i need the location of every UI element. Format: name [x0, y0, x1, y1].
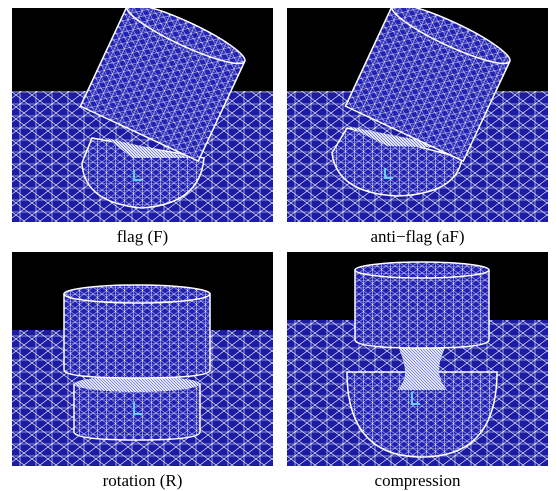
- caption: compression: [287, 471, 548, 491]
- mesh-image: [287, 8, 548, 222]
- caption: anti−flag (aF): [287, 227, 548, 247]
- mesh-image: [12, 252, 273, 466]
- figure: flag (F) anti−flag (aF) rotation (R): [0, 0, 556, 491]
- mesh-image: [12, 8, 273, 222]
- panel: flag (F): [12, 8, 273, 247]
- caption: flag (F): [12, 227, 273, 247]
- panel: anti−flag (aF): [287, 8, 548, 247]
- panel: compression: [287, 252, 548, 491]
- panel: rotation (R): [12, 252, 273, 491]
- caption: rotation (R): [12, 471, 273, 491]
- mesh-image: [287, 252, 548, 466]
